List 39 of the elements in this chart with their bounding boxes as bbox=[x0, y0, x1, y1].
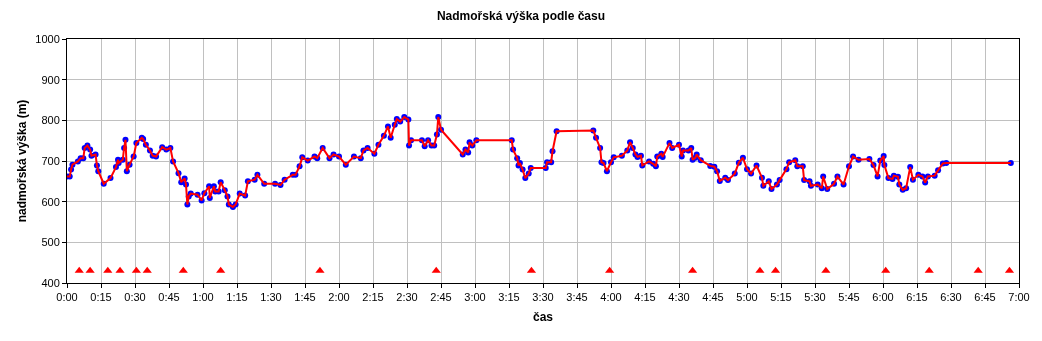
x-tick-label: 3:15 bbox=[498, 291, 520, 304]
x-tick-label: 0:30 bbox=[124, 291, 146, 304]
x-tick-label: 6:45 bbox=[974, 291, 996, 304]
y-tick-label: 900 bbox=[41, 73, 60, 86]
x-tick-label: 5:45 bbox=[838, 291, 860, 304]
y-tick-label: 500 bbox=[41, 236, 60, 249]
x-tick-label: 2:15 bbox=[362, 291, 384, 304]
x-tick-label: 0:15 bbox=[90, 291, 112, 304]
y-tick-label: 800 bbox=[41, 114, 60, 127]
x-tick-label: 0:00 bbox=[56, 291, 78, 304]
x-tick-label: 1:30 bbox=[260, 291, 282, 304]
x-tick-label: 1:15 bbox=[226, 291, 248, 304]
x-tick-label: 1:00 bbox=[192, 291, 214, 304]
x-tick-label: 6:15 bbox=[906, 291, 928, 304]
chart-title: Nadmořská výška podle času bbox=[436, 8, 606, 23]
x-tick-label: 2:45 bbox=[430, 291, 452, 304]
x-tick-label: 4:45 bbox=[702, 291, 724, 304]
y-tick-label: 600 bbox=[41, 195, 60, 208]
x-tick-label: 3:30 bbox=[532, 291, 554, 304]
x-tick-label: 5:00 bbox=[736, 291, 758, 304]
y-tick-label: 1000 bbox=[35, 32, 60, 45]
y-tick-label: 700 bbox=[41, 154, 60, 167]
y-tick-label: 400 bbox=[41, 276, 60, 289]
x-tick-label: 6:00 bbox=[872, 291, 894, 304]
x-tick-label: 4:30 bbox=[668, 291, 690, 304]
x-tick-label: 3:00 bbox=[464, 291, 486, 304]
x-tick-label: 5:15 bbox=[770, 291, 792, 304]
x-tick-label: 7:00 bbox=[1008, 291, 1030, 304]
x-axis-title: čas bbox=[532, 310, 554, 325]
x-tick-label: 4:15 bbox=[634, 291, 656, 304]
x-tick-label: 2:30 bbox=[396, 291, 418, 304]
y-axis-title: nadmořská výška (m) bbox=[14, 99, 29, 223]
x-tick-label: 1:45 bbox=[294, 291, 316, 304]
x-tick-label: 0:45 bbox=[158, 291, 180, 304]
x-tick-label: 6:30 bbox=[940, 291, 962, 304]
x-tick-label: 4:00 bbox=[600, 291, 622, 304]
x-tick-label: 2:00 bbox=[328, 291, 350, 304]
x-tick-label: 3:45 bbox=[566, 291, 588, 304]
x-tick-label: 5:30 bbox=[804, 291, 826, 304]
